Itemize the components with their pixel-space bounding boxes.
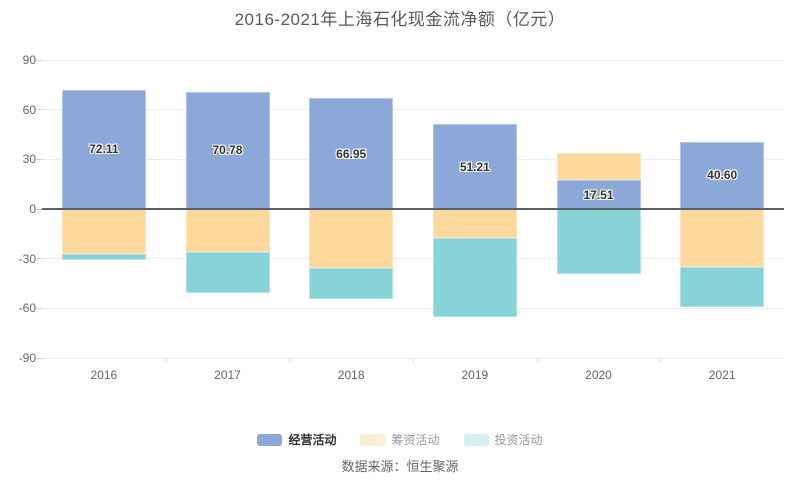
y-axis-label: -90: [18, 351, 36, 365]
x-axis-label-2018: 2018: [337, 368, 365, 382]
bar-value-label-2018: 66.95: [336, 146, 367, 161]
gridline-60: [42, 109, 784, 111]
x-axis-label-2021: 2021: [708, 368, 736, 382]
x-axis-label-2019: 2019: [461, 368, 489, 382]
bar-value-label-2020: 17.51: [583, 187, 614, 202]
x-axis-label-2017: 2017: [214, 368, 241, 382]
legend-item-筹资活动[interactable]: 筹资活动: [360, 432, 440, 448]
gridline--30: [42, 258, 784, 260]
y-axis-label: 60: [22, 102, 36, 117]
y-axis-tick: [36, 307, 42, 309]
bar-segment-投资活动-2019[interactable]: [432, 238, 517, 318]
y-axis-label: 30: [22, 152, 36, 167]
bar-value-label-2017: 70.78: [212, 143, 243, 158]
chart-title: 2016-2021年上海石化现金流净额（亿元）: [234, 10, 566, 29]
bar-segment-经营活动-2018[interactable]: [309, 98, 394, 209]
bar-value-label-2019: 51.21: [459, 159, 490, 174]
gridline-90: [42, 59, 784, 61]
y-axis-tick: [36, 109, 42, 111]
x-axis-label-2020: 2020: [585, 368, 612, 382]
legend-item-经营活动[interactable]: 经营活动: [257, 432, 336, 448]
bar-segment-经营活动-2019[interactable]: [432, 124, 517, 209]
data-source: 数据来源：恒生聚源: [341, 459, 459, 474]
legend-label: 投资活动: [494, 433, 543, 447]
y-axis-label: -30: [18, 251, 36, 266]
y-axis-tick: [36, 208, 42, 210]
x-axis-tick: [165, 358, 167, 362]
bar-segment-经营活动-2020[interactable]: [556, 180, 641, 209]
x-axis-tick: [289, 358, 291, 362]
legend-item-投资活动[interactable]: 投资活动: [463, 432, 543, 448]
bar-segment-筹资活动-2019[interactable]: [432, 209, 517, 239]
bar-segment-筹资活动-2016[interactable]: [61, 209, 146, 255]
legend: 经营活动 筹资活动 投资活动: [0, 432, 800, 448]
bar-segment-投资活动-2016[interactable]: [61, 254, 146, 261]
y-axis-label: 0: [29, 202, 36, 216]
bar-segment-筹资活动-2017[interactable]: [185, 209, 270, 252]
legend-swatch: [360, 434, 386, 446]
bar-segment-经营活动-2016[interactable]: [61, 89, 146, 209]
gridline--60: [42, 307, 784, 309]
legend-label: 筹资活动: [391, 433, 440, 447]
gridline-30: [42, 158, 784, 160]
y-axis-label: 90: [22, 53, 36, 67]
y-axis-tick: [36, 158, 42, 160]
legend-swatch: [463, 434, 489, 446]
bar-segment-筹资活动-2018[interactable]: [309, 209, 394, 269]
bar-segment-投资活动-2020[interactable]: [556, 209, 641, 275]
bar-segment-投资活动-2018[interactable]: [309, 268, 394, 300]
bar-segment-经营活动-2017[interactable]: [185, 91, 270, 209]
bar-segment-经营活动-2021[interactable]: [680, 141, 765, 209]
zero-axis-line: [42, 208, 784, 210]
x-axis-tick: [536, 358, 538, 362]
bar-segment-投资活动-2017[interactable]: [185, 251, 270, 294]
legend-swatch: [257, 434, 283, 446]
bar-segment-投资活动-2021[interactable]: [680, 267, 765, 308]
y-axis-tick: [36, 357, 42, 359]
bar-value-label-2021: 40.60: [707, 168, 738, 183]
x-axis-tick: [413, 358, 414, 362]
y-axis-tick: [36, 258, 42, 260]
bar-segment-筹资活动-2020[interactable]: [556, 152, 641, 180]
x-axis-label-2016: 2016: [90, 368, 118, 382]
bar-segment-筹资活动-2021[interactable]: [680, 209, 765, 268]
legend-label: 经营活动: [288, 433, 337, 447]
y-axis-label: -60: [18, 301, 36, 316]
y-axis-tick: [36, 59, 42, 61]
bar-value-label-2016: 72.11: [89, 142, 119, 157]
x-axis-tick: [660, 358, 662, 362]
